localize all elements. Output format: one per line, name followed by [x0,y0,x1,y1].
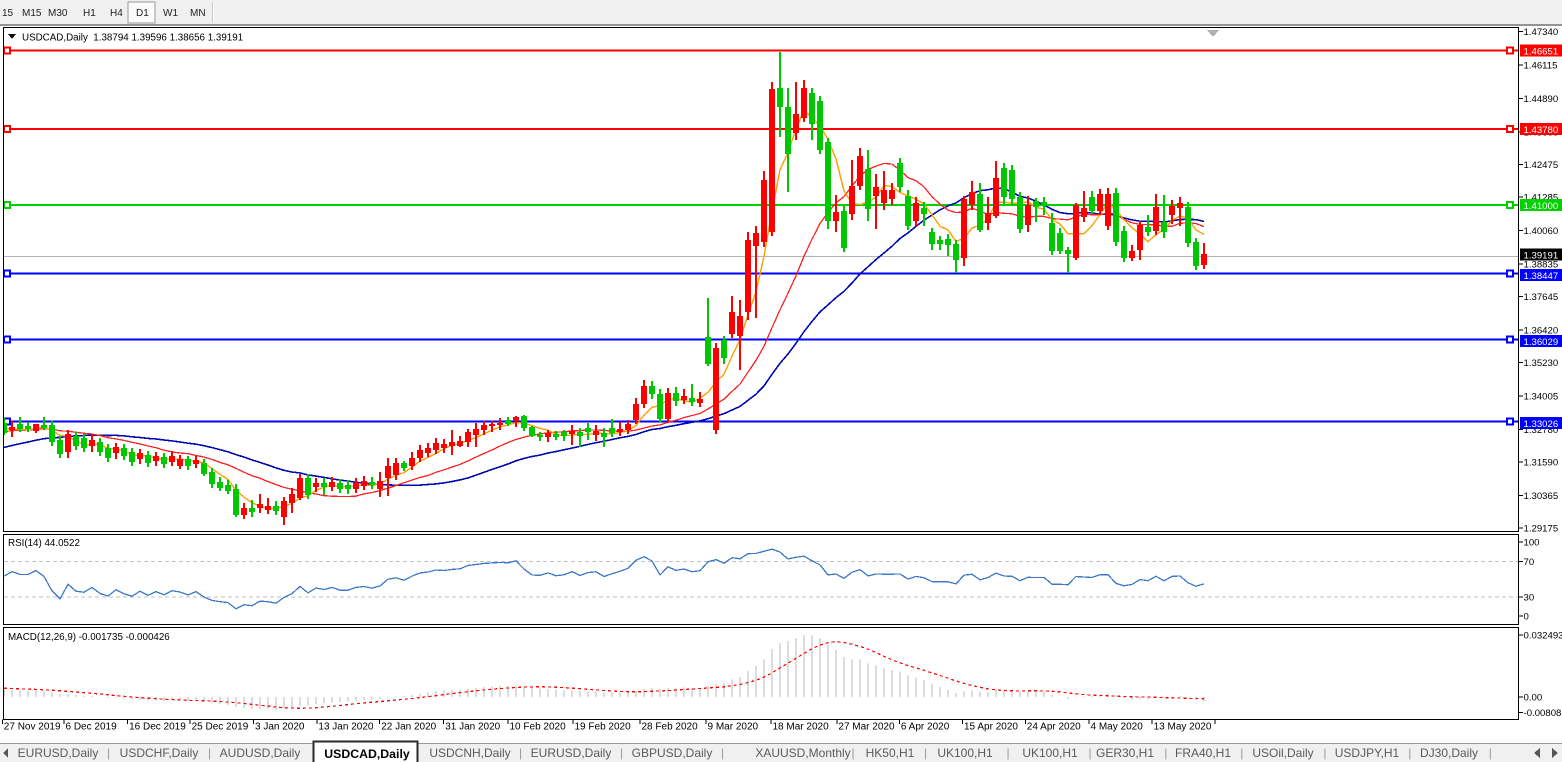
svg-text:USDCHF,Daily: USDCHF,Daily [120,746,199,760]
svg-text:1.47340: 1.47340 [1524,27,1559,38]
svg-text:0.032493: 0.032493 [1524,631,1562,642]
svg-text:|: | [851,746,854,760]
svg-text:FRA40,H1: FRA40,H1 [1175,746,1231,760]
svg-text:15 Apr 2020: 15 Apr 2020 [964,722,1018,733]
svg-text:MACD(12,26,9) -0.001735 -0.000: MACD(12,26,9) -0.001735 -0.000426 [8,632,170,643]
svg-text:W1: W1 [163,8,178,19]
svg-text:13 May 2020: 13 May 2020 [1154,722,1212,733]
svg-text:|: | [924,746,927,760]
svg-text:GER30,H1: GER30,H1 [1096,746,1154,760]
svg-text:22 Jan 2020: 22 Jan 2020 [381,722,436,733]
svg-text:1.38835: 1.38835 [1524,260,1559,271]
svg-text:27 Mar 2020: 27 Mar 2020 [838,722,895,733]
svg-text:1.38447: 1.38447 [1524,271,1559,282]
svg-text:4 May 2020: 4 May 2020 [1091,722,1144,733]
svg-text:HK50,H1: HK50,H1 [866,746,915,760]
svg-text:GBPUSD,Daily: GBPUSD,Daily [632,746,713,760]
svg-text:EURUSD,Daily: EURUSD,Daily [531,746,612,760]
svg-text:1.43780: 1.43780 [1524,125,1559,136]
svg-text:|: | [1323,746,1326,760]
svg-text:H1: H1 [83,8,96,19]
svg-text:15: 15 [2,8,14,19]
svg-text:|: | [721,746,724,760]
svg-text:1.41000: 1.41000 [1524,201,1559,212]
svg-text:1.30365: 1.30365 [1524,491,1559,502]
svg-text:|: | [620,746,623,760]
svg-text:USDCAD,Daily 1.38794 1.39596: USDCAD,Daily 1.38794 1.39596 1.38656 1.3… [22,33,243,44]
svg-text:1.33026: 1.33026 [1524,419,1559,430]
svg-text:1.31590: 1.31590 [1524,458,1559,469]
svg-text:100: 100 [1524,538,1540,549]
svg-text:UK100,H1: UK100,H1 [1022,746,1078,760]
svg-text:USDJPY,H1: USDJPY,H1 [1335,746,1400,760]
svg-text:UK100,H1: UK100,H1 [937,746,993,760]
svg-text:25 Dec 2019: 25 Dec 2019 [192,722,249,733]
svg-text:19 Feb 2020: 19 Feb 2020 [575,722,632,733]
svg-text:31 Jan 2020: 31 Jan 2020 [445,722,500,733]
svg-text:D1: D1 [136,8,149,19]
svg-text:1.36420: 1.36420 [1524,326,1559,337]
svg-text:DJ30,Daily: DJ30,Daily [1420,746,1478,760]
svg-text:USOil,Daily: USOil,Daily [1252,746,1313,760]
svg-text:1.29175: 1.29175 [1524,524,1559,535]
svg-text:|: | [519,746,522,760]
svg-text:6 Apr 2020: 6 Apr 2020 [901,722,950,733]
svg-text:|: | [1408,746,1411,760]
svg-text:|: | [1489,746,1492,760]
svg-text:1.39191: 1.39191 [1524,250,1559,261]
svg-text:|: | [1006,746,1009,760]
svg-text:1.46651: 1.46651 [1524,47,1559,58]
svg-text:1.42475: 1.42475 [1524,160,1559,171]
svg-text:M15: M15 [22,8,42,19]
svg-text:10 Feb 2020: 10 Feb 2020 [510,722,567,733]
svg-text:RSI(14) 44.0522: RSI(14) 44.0522 [8,538,80,549]
svg-text:MN: MN [190,8,206,19]
svg-text:0: 0 [1524,611,1529,622]
svg-text:27 Nov 2019: 27 Nov 2019 [4,722,61,733]
svg-text:13 Jan 2020: 13 Jan 2020 [318,722,373,733]
svg-text:1.32780: 1.32780 [1524,425,1559,436]
svg-text:1.34005: 1.34005 [1524,392,1559,403]
svg-text:1.46115: 1.46115 [1524,61,1558,72]
svg-text:1.40060: 1.40060 [1524,226,1559,237]
svg-text:9 Mar 2020: 9 Mar 2020 [708,722,759,733]
svg-text:1.35230: 1.35230 [1524,358,1559,369]
svg-text:|: | [208,746,211,760]
svg-text:70: 70 [1524,557,1535,568]
svg-text:|: | [1164,746,1167,760]
svg-text:USDCAD,Daily: USDCAD,Daily [324,747,410,761]
svg-text:1.44890: 1.44890 [1524,94,1559,105]
svg-text:1.36029: 1.36029 [1524,337,1559,348]
svg-text:XAUUSD,Monthly: XAUUSD,Monthly [755,746,850,760]
svg-text:16 Dec 2019: 16 Dec 2019 [129,722,186,733]
svg-text:|: | [107,746,110,760]
svg-text:H4: H4 [110,8,123,19]
svg-text:USDCNH,Daily: USDCNH,Daily [429,746,510,760]
svg-text:-0.008086: -0.008086 [1524,708,1562,719]
svg-text:30: 30 [1524,593,1535,604]
svg-text:|: | [1088,746,1091,760]
svg-text:3 Jan 2020: 3 Jan 2020 [255,722,305,733]
svg-text:1.37645: 1.37645 [1524,292,1559,303]
svg-text:AUDUSD,Daily: AUDUSD,Daily [220,746,301,760]
svg-text:18 Mar 2020: 18 Mar 2020 [773,722,830,733]
svg-text:|: | [1240,746,1243,760]
svg-text:28 Feb 2020: 28 Feb 2020 [642,722,699,733]
svg-text:M30: M30 [48,8,68,19]
svg-text:0.00: 0.00 [1524,693,1543,704]
svg-text:6 Dec 2019: 6 Dec 2019 [66,722,118,733]
svg-text:1.41285: 1.41285 [1524,193,1559,204]
svg-text:24 Apr 2020: 24 Apr 2020 [1027,722,1081,733]
svg-text:EURUSD,Daily: EURUSD,Daily [18,746,99,760]
